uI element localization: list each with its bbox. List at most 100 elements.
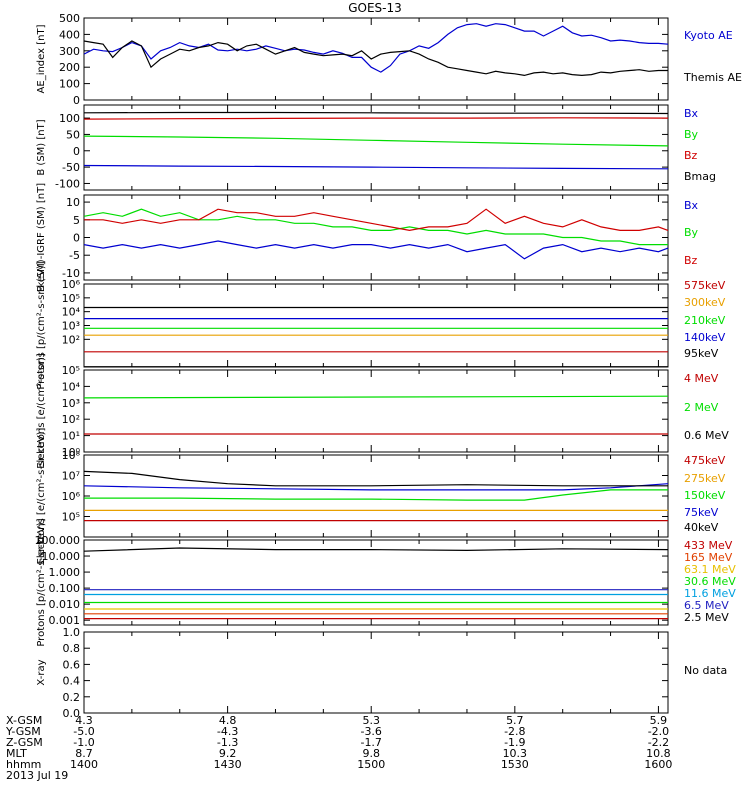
x-column-value: 8.7 <box>75 747 93 760</box>
y-tick-label: 10³ <box>62 320 80 333</box>
y-tick-label: 500 <box>59 12 80 25</box>
legend-label: 300keV <box>684 296 726 309</box>
y-tick-label: 100 <box>59 78 80 91</box>
y-tick-label: 10⁸ <box>62 449 81 462</box>
legend-label: By <box>684 226 699 239</box>
x-column-value: 5.9 <box>650 714 668 727</box>
y-tick-label: 100 <box>59 112 80 125</box>
series-line-2.5-mev <box>83 547 669 552</box>
x-column-value: 4.3 <box>75 714 93 727</box>
panel-frame <box>83 17 669 101</box>
series-line-kyoto-ae <box>83 23 669 73</box>
legend-label: 475keV <box>684 454 726 467</box>
x-column-value: -1.9 <box>504 736 525 749</box>
x-column-value: -1.7 <box>360 736 381 749</box>
x-column-value: 1430 <box>214 758 242 771</box>
legend-label: 63.1 MeV <box>684 563 736 576</box>
legend-label: 95keV <box>684 347 719 360</box>
y-axis-label: Protons [p/(cm²-s-sr-keV)] <box>36 261 47 389</box>
y-tick-label: 0.100 <box>49 582 81 595</box>
series-line-by <box>83 208 668 246</box>
panel-7: 0.001 0.010 0.100 1.000 10.000 100.000Protons… <box>35 518 737 646</box>
y-tick-label: 50 <box>66 128 80 141</box>
y-tick-label: 10¹ <box>62 430 80 443</box>
y-tick-label: 10⁷ <box>62 470 80 483</box>
y-tick-label: 10⁴ <box>62 306 81 319</box>
x-row-label: Z-GSM <box>6 736 43 749</box>
legend-label: Bz <box>684 254 698 267</box>
y-tick-label: 10⁴ <box>62 380 81 393</box>
y-tick-label: -5 <box>69 249 80 262</box>
x-row-label: 2013 Jul 19 <box>6 769 68 782</box>
x-column-value: -2.0 <box>648 725 669 738</box>
legend-label: 75keV <box>684 506 719 519</box>
y-axis-label: Electrons [e/(cm²-s-sr)] <box>36 353 47 469</box>
x-column-value: 10.8 <box>646 747 671 760</box>
legend-label: 4 MeV <box>684 372 719 385</box>
x-column-value: 10.3 <box>503 747 528 760</box>
y-tick-label: -10 <box>62 267 80 280</box>
y-tick-label: 100.000 <box>35 534 81 547</box>
legend-label: Bmag <box>684 170 716 183</box>
y-tick-label: 0.4 <box>63 675 81 688</box>
y-tick-label: 0.010 <box>49 598 81 611</box>
panel-1: 0 100 200 300 400 500 AE_index [nT] Kyoto AE The… <box>36 12 742 107</box>
y-axis-label: B (SM) [nT] <box>36 119 47 175</box>
x-column-value: 1600 <box>644 758 672 771</box>
y-tick-label: 10² <box>62 413 80 426</box>
y-tick-label: 10⁵ <box>62 292 80 305</box>
x-column-value: 1400 <box>70 758 98 771</box>
series-line-bx <box>83 164 669 170</box>
series-line-themis-ae <box>83 40 668 77</box>
y-tick-label: 0 <box>73 232 80 245</box>
no-data-label: No data <box>684 664 727 677</box>
y-tick-label: 1.0 <box>63 626 81 639</box>
legend-label: 6.5 MeV <box>684 599 729 612</box>
y-tick-label: 0.001 <box>49 614 81 627</box>
y-axis-label: Electrons [e/(cm²-s-sr-keV)] <box>36 427 47 564</box>
x-column-value: 5.7 <box>506 714 524 727</box>
y-tick-label: 0.0 <box>63 707 81 720</box>
x-column-value: 1500 <box>357 758 385 771</box>
x-column-value: 9.2 <box>219 747 237 760</box>
y-tick-label: 10⁶ <box>62 490 81 503</box>
series-line-bmag <box>83 111 669 115</box>
x-column-value: -2.2 <box>648 736 669 749</box>
panel-2: -100 -50 0 50 100 B (SM) [nT] Bx By Bz Bmag <box>36 104 716 191</box>
series-line-bz <box>84 208 669 232</box>
series-line-bx <box>83 240 669 260</box>
series-line-bz <box>83 117 669 120</box>
panel-3: -10 -5 0 5 10 B (SM)-IGRF (SM) [nT] Bx By Bz <box>36 183 699 292</box>
y-tick-label: 0 <box>73 94 80 107</box>
legend-label: 140keV <box>684 331 726 344</box>
series-line-by <box>83 135 669 147</box>
panel-frame <box>83 631 669 714</box>
legend-label: 30.6 MeV <box>684 575 736 588</box>
x-column-value: -4.3 <box>217 725 238 738</box>
panel-frame <box>83 369 669 453</box>
y-tick-label: 0.2 <box>63 691 81 704</box>
legend-label: 40keV <box>684 521 719 534</box>
legend-label: 165 MeV <box>684 551 733 564</box>
y-axis-label: X-ray <box>36 659 47 685</box>
legend-label: Bx <box>684 199 699 212</box>
series-line-150kev <box>84 489 668 501</box>
panel-frame <box>83 104 669 191</box>
x-column-value: 5.3 <box>362 714 380 727</box>
y-tick-label: 10² <box>62 333 80 346</box>
legend-label: 11.6 MeV <box>684 587 736 600</box>
panel-frame <box>83 539 669 626</box>
legend-label: Bz <box>684 149 698 162</box>
x-column-value: -1.0 <box>73 736 94 749</box>
legend-label: 2.5 MeV <box>684 611 729 624</box>
x-column-value: -1.3 <box>217 736 238 749</box>
legend-label: By <box>684 128 699 141</box>
y-tick-label: -100 <box>55 177 80 190</box>
legend-label: 433 MeV <box>684 539 733 552</box>
y-tick-label: 5 <box>73 214 80 227</box>
y-tick-label: 300 <box>59 45 80 58</box>
y-tick-label: 0.8 <box>63 642 81 655</box>
x-row-label: hhmm <box>6 758 41 771</box>
series-line-75kev <box>83 483 669 491</box>
